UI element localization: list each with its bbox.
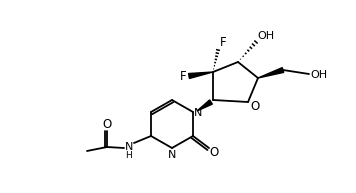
Polygon shape — [197, 100, 212, 111]
Text: N: N — [168, 150, 176, 160]
Text: N: N — [194, 108, 202, 118]
Text: O: O — [103, 119, 112, 131]
Text: H: H — [126, 151, 132, 159]
Text: OH: OH — [257, 31, 274, 41]
Text: F: F — [220, 36, 226, 49]
Text: O: O — [250, 100, 260, 113]
Text: N: N — [125, 142, 133, 152]
Text: O: O — [209, 146, 219, 158]
Text: OH: OH — [310, 70, 328, 80]
Polygon shape — [258, 68, 284, 78]
Polygon shape — [189, 72, 213, 79]
Text: F: F — [180, 70, 186, 84]
